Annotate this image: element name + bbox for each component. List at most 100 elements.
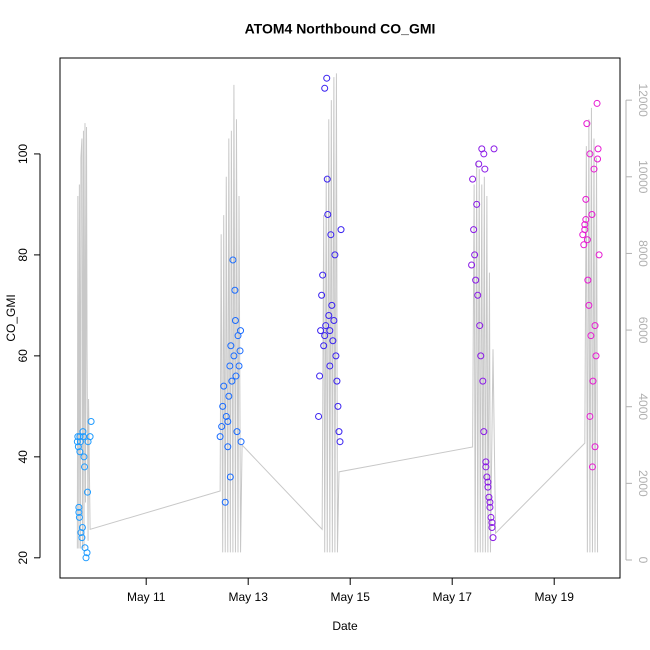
y2-tick-label: 10000 bbox=[636, 160, 650, 194]
chart-title: ATOM4 Northbound CO_GMI bbox=[245, 21, 436, 37]
y-tick-label: 40 bbox=[16, 450, 30, 464]
y2-tick-label: 2000 bbox=[636, 470, 650, 497]
point bbox=[584, 276, 592, 284]
point bbox=[235, 362, 243, 370]
point bbox=[327, 231, 335, 239]
y2-tick-label: 12000 bbox=[636, 83, 650, 117]
point bbox=[472, 276, 480, 284]
point bbox=[587, 332, 595, 340]
point bbox=[331, 251, 339, 259]
point bbox=[484, 478, 492, 486]
point bbox=[583, 120, 591, 128]
point bbox=[237, 438, 245, 446]
point bbox=[483, 473, 491, 481]
y2-tick-label: 6000 bbox=[636, 317, 650, 344]
point bbox=[83, 549, 91, 557]
point bbox=[77, 529, 85, 537]
point bbox=[78, 534, 86, 542]
point bbox=[471, 251, 479, 259]
point bbox=[324, 211, 332, 219]
point bbox=[591, 443, 599, 451]
point bbox=[229, 256, 237, 264]
point bbox=[231, 286, 239, 294]
point bbox=[586, 150, 594, 158]
point bbox=[237, 327, 245, 335]
point bbox=[590, 165, 598, 173]
point bbox=[317, 327, 325, 335]
point bbox=[333, 377, 341, 385]
point bbox=[477, 352, 485, 360]
point bbox=[319, 271, 327, 279]
point bbox=[224, 443, 232, 451]
point bbox=[488, 518, 496, 526]
point bbox=[586, 412, 594, 420]
y-tick-label: 100 bbox=[16, 144, 30, 164]
point bbox=[221, 498, 229, 506]
x-tick-label: May 19 bbox=[535, 590, 575, 604]
point bbox=[222, 412, 230, 420]
point bbox=[481, 165, 489, 173]
point bbox=[486, 498, 494, 506]
point bbox=[479, 377, 487, 385]
point bbox=[76, 433, 84, 441]
point bbox=[323, 74, 331, 82]
point bbox=[328, 301, 336, 309]
point bbox=[84, 488, 92, 496]
point bbox=[79, 428, 87, 436]
point bbox=[334, 402, 342, 410]
point bbox=[485, 493, 493, 501]
point bbox=[595, 251, 603, 259]
point bbox=[592, 352, 600, 360]
point bbox=[593, 99, 601, 107]
point bbox=[588, 463, 596, 471]
point bbox=[76, 438, 84, 446]
point bbox=[82, 554, 90, 562]
point bbox=[594, 155, 602, 163]
point bbox=[87, 417, 95, 425]
point bbox=[316, 372, 324, 380]
point bbox=[220, 382, 228, 390]
point bbox=[321, 332, 329, 340]
point bbox=[318, 291, 326, 299]
point bbox=[482, 458, 490, 466]
x-axis-label: Date bbox=[332, 619, 358, 633]
point bbox=[470, 226, 478, 234]
point bbox=[75, 508, 83, 516]
point bbox=[582, 195, 590, 203]
point bbox=[321, 84, 329, 92]
point bbox=[325, 311, 333, 319]
point bbox=[581, 226, 589, 234]
point bbox=[591, 322, 599, 330]
point bbox=[320, 342, 328, 350]
point bbox=[224, 417, 232, 425]
point bbox=[482, 463, 490, 471]
point bbox=[583, 236, 591, 244]
x-tick-label: May 11 bbox=[127, 590, 166, 604]
point bbox=[468, 261, 476, 269]
point bbox=[484, 483, 492, 491]
point bbox=[75, 503, 83, 511]
point bbox=[76, 448, 84, 456]
point bbox=[218, 423, 226, 431]
y-tick-label: 60 bbox=[16, 349, 30, 363]
y2-tick-label: 8000 bbox=[636, 240, 650, 267]
point bbox=[486, 503, 494, 511]
point bbox=[323, 175, 331, 183]
point bbox=[322, 322, 330, 330]
point bbox=[580, 241, 588, 249]
point bbox=[315, 412, 323, 420]
point bbox=[228, 377, 236, 385]
point bbox=[79, 433, 87, 441]
point bbox=[326, 362, 334, 370]
x-tick-label: May 15 bbox=[331, 590, 371, 604]
point bbox=[594, 145, 602, 153]
point bbox=[473, 200, 481, 208]
point bbox=[335, 428, 343, 436]
point bbox=[232, 372, 240, 380]
point bbox=[476, 322, 484, 330]
altitude-line bbox=[76, 73, 599, 553]
point bbox=[589, 377, 597, 385]
point bbox=[588, 211, 596, 219]
y2-tick-label: 0 bbox=[636, 557, 650, 564]
y-tick-label: 80 bbox=[16, 248, 30, 262]
